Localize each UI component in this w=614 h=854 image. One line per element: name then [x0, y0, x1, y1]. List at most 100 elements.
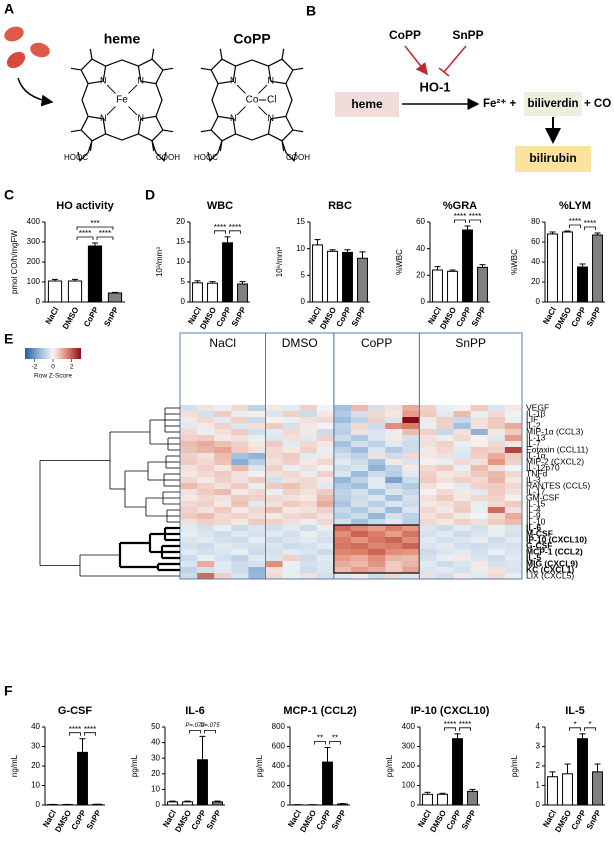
heatmap-cell — [504, 501, 523, 508]
heatmap-cell — [265, 519, 283, 526]
panel-label: C — [4, 187, 14, 203]
chart-title: IL-6 — [185, 705, 205, 717]
heatmap-cell — [180, 567, 198, 574]
substituent — [200, 129, 212, 133]
heatmap-cell — [351, 459, 369, 466]
group-label: CoPP — [361, 336, 392, 350]
heatmap-cell — [316, 543, 335, 550]
heatmap-cell — [333, 417, 352, 424]
heatmap-cell — [333, 513, 352, 520]
heatmap-cell — [265, 429, 283, 436]
row-label: IL-1α — [526, 450, 546, 460]
heatmap-cell — [385, 567, 403, 574]
bar — [327, 250, 338, 303]
significance-label: **** — [584, 219, 596, 228]
atom-label: Co — [246, 95, 259, 106]
heatmap-cell — [419, 549, 437, 556]
bar — [467, 790, 478, 806]
heatmap-cell — [487, 549, 506, 556]
heatmap-cell — [180, 543, 198, 550]
coordination-bond — [236, 106, 246, 116]
bar — [67, 280, 83, 303]
heatmap-cell — [453, 477, 471, 484]
heatmap-cell — [197, 537, 215, 544]
x-tick-label: SnPP — [102, 305, 121, 328]
heatmap-cell — [385, 465, 403, 472]
heatmap-cell — [248, 411, 266, 418]
heatmap-cell — [265, 453, 283, 460]
heatmap-cell — [470, 423, 489, 430]
heatmap-cell — [180, 435, 198, 442]
significance-bracket — [469, 219, 481, 223]
heatmap-cell — [316, 567, 335, 574]
heatmap-cell — [265, 573, 283, 580]
heatmap-cell — [419, 477, 437, 484]
heatmap-cell — [265, 447, 283, 454]
heatmap-cell — [453, 531, 471, 538]
heatmap-cell — [368, 537, 386, 544]
significance-bracket — [204, 729, 216, 734]
heatmap-cell — [282, 435, 300, 442]
heatmap-cell — [214, 471, 232, 478]
heatmap-cell — [402, 555, 420, 562]
significance-bracket — [96, 236, 114, 240]
significance-bracket — [444, 727, 456, 731]
heatmap-cell — [265, 555, 283, 562]
bar — [452, 738, 463, 806]
bar — [312, 244, 323, 303]
heatmap-cell — [385, 453, 403, 460]
row-label: M-CSF — [526, 528, 553, 538]
significance-label: **** — [569, 217, 581, 226]
atom-label: N — [268, 113, 275, 123]
products: Fe²⁺ + — [483, 98, 517, 110]
heatmap-cell — [180, 549, 198, 556]
chart-title: %GRA — [443, 200, 477, 212]
y-tick-label: 20 — [176, 217, 185, 226]
substituent — [70, 67, 82, 71]
heatmap-cell — [436, 561, 454, 568]
meso-bridge — [235, 59, 269, 67]
row-label: IL-17 — [526, 486, 546, 496]
x-tick-label: SnPP — [585, 305, 604, 328]
heatmap-cell — [453, 447, 471, 454]
biliverdin: biliverdin — [527, 98, 578, 110]
heatmap-cell — [299, 519, 318, 526]
heatmap-cell — [419, 483, 437, 490]
heatmap-cell — [248, 477, 266, 484]
heatmap-cell — [231, 495, 249, 502]
significance-label: **** — [454, 212, 466, 221]
heatmap-cell — [385, 459, 403, 466]
heatmap-cell — [419, 435, 437, 442]
heatmap-cell — [316, 495, 335, 502]
bar — [192, 282, 203, 303]
heatmap-cell — [470, 405, 489, 412]
heatmap-cell — [385, 477, 403, 484]
heatmap-cell — [282, 453, 300, 460]
heatmap-cell — [265, 483, 283, 490]
significance-label: *** — [90, 219, 99, 228]
heatmap-cell — [180, 417, 198, 424]
panel-label: A — [4, 1, 14, 17]
heatmap-cell — [299, 567, 318, 574]
heatmap-cell — [487, 573, 506, 580]
heatmap-cell — [402, 459, 420, 466]
heatmap-cell — [248, 483, 266, 490]
heatmap-cell — [214, 501, 232, 508]
heatmap-cell — [180, 423, 198, 430]
heatmap-cell — [453, 573, 471, 580]
heatmap-cell — [316, 531, 335, 538]
heatmap-cell — [402, 405, 420, 412]
pyrrole-ring — [80, 58, 107, 85]
heatmap-cell — [214, 489, 232, 496]
bar — [437, 793, 448, 806]
heatmap-cell — [316, 513, 335, 520]
heatmap-cell — [299, 555, 318, 562]
significance-label: **** — [229, 223, 241, 232]
heatmap-cell — [265, 489, 283, 496]
y-tick-label: 50 — [151, 722, 160, 731]
heatmap-cell — [368, 543, 386, 550]
heatmap-cell — [299, 477, 318, 484]
heatmap-cell — [487, 537, 506, 544]
row-label: G-CSF — [526, 540, 552, 550]
row-label: LIX (CXCL5) — [526, 570, 574, 580]
